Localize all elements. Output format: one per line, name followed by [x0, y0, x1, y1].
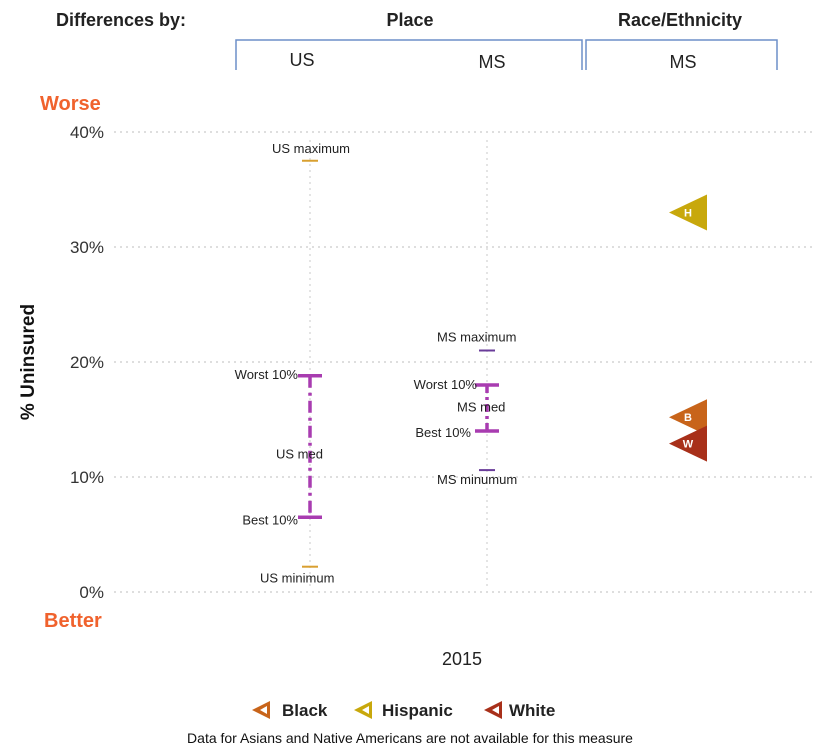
grid: [114, 131, 812, 593]
y-ticks: 0% 10% 20% 30% 40%: [70, 123, 104, 602]
y-tick-label: 10%: [70, 468, 104, 487]
legend: Black Hispanic White: [252, 701, 555, 720]
ms-median-label: MS med: [457, 400, 505, 415]
y-tick-label: 0%: [79, 583, 104, 602]
marker-label-black: B: [684, 412, 692, 424]
y-tick-label: 20%: [70, 353, 104, 372]
legend-marker-inner-white: [492, 706, 499, 714]
sub-header-us: US: [289, 50, 314, 70]
marker-hispanic: [669, 194, 707, 231]
footnote: Data for Asians and Native Americans are…: [187, 730, 633, 746]
legend-marker-inner-hispanic: [362, 706, 369, 714]
place-header: Place: [386, 10, 433, 30]
sub-header-ms: MS: [479, 52, 506, 72]
legend-marker-inner-black: [260, 706, 267, 714]
us-median-label: US med: [276, 446, 323, 461]
better-label: Better: [44, 610, 102, 632]
race-ethnicity-header: Race/Ethnicity: [618, 10, 742, 30]
y-axis-label: % Uninsured: [18, 304, 39, 420]
chart-marks: US maximum Worst 10% US med Best 10% US mini…: [235, 141, 707, 586]
us-best10-label: Best 10%: [242, 512, 298, 527]
legend-label-hispanic: Hispanic: [382, 701, 453, 720]
legend-label-white: White: [509, 701, 555, 720]
worse-label: Worse: [40, 93, 101, 115]
ms-maximum-label: MS maximum: [437, 330, 516, 345]
marker-label-hispanic: H: [684, 208, 692, 220]
place-bracket: [235, 39, 583, 70]
us-worst10-label: Worst 10%: [235, 367, 299, 382]
marker-white: [669, 425, 707, 462]
ms-best10-label: Best 10%: [415, 425, 471, 440]
differences-by-label: Differences by:: [56, 10, 186, 30]
ms-minimum-label: MS minumum: [437, 472, 517, 487]
y-tick-label: 30%: [70, 238, 104, 257]
ms-worst10-label: Worst 10%: [414, 377, 478, 392]
y-tick-label: 40%: [70, 123, 104, 142]
marker-black: [669, 399, 707, 436]
sub-header-race-ms: MS: [670, 52, 697, 72]
race-bracket: [585, 39, 778, 70]
marker-label-white: W: [683, 439, 694, 451]
us-minimum-label: US minimum: [260, 571, 334, 586]
us-maximum-label: US maximum: [272, 141, 350, 156]
legend-label-black: Black: [282, 701, 328, 720]
x-category-label: 2015: [442, 649, 482, 669]
